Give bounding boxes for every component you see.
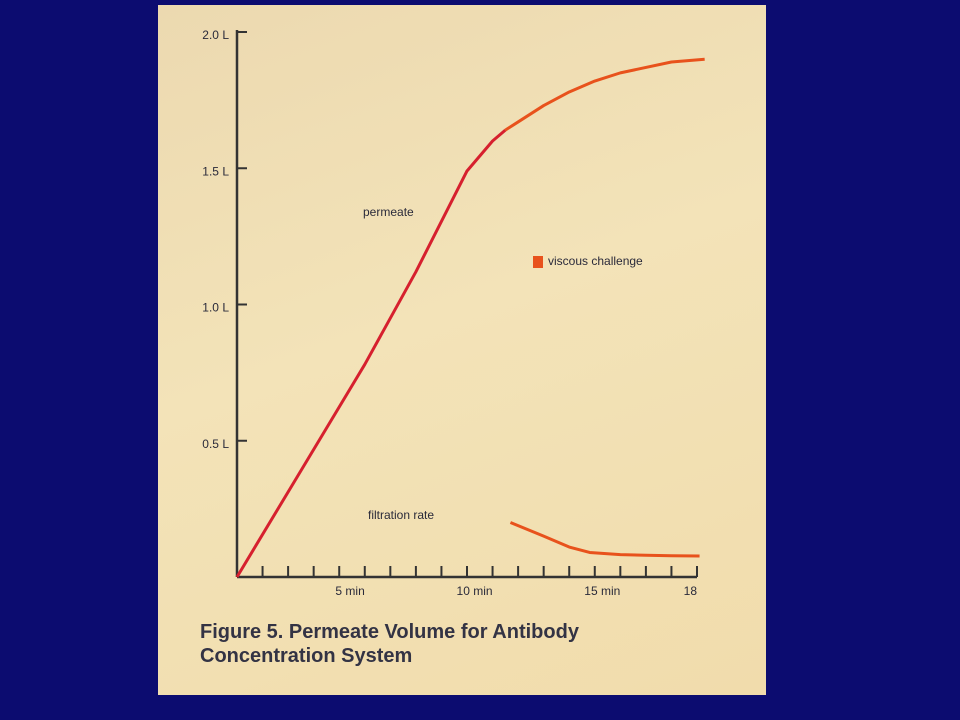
x-tick-label: 15 min bbox=[584, 584, 620, 598]
line bbox=[509, 521, 700, 558]
series-label: permeate bbox=[363, 205, 414, 219]
y-tick-label: 2.0 L bbox=[202, 28, 229, 42]
chart-title: Figure 5. Permeate Volume for Antibody C… bbox=[200, 621, 579, 667]
legend-swatch bbox=[533, 256, 543, 268]
x-tick-label: 10 min bbox=[457, 584, 493, 598]
y-tick-label: 1.0 L bbox=[202, 301, 229, 315]
legend-label: viscous challenge bbox=[548, 254, 643, 268]
series-label: filtration rate bbox=[368, 508, 434, 522]
line bbox=[504, 57, 705, 132]
y-tick-label: 0.5 L bbox=[202, 437, 229, 451]
paper bbox=[158, 5, 766, 695]
y-tick-label: 1.5 L bbox=[202, 164, 229, 178]
line bbox=[235, 128, 507, 578]
x-tick-label: 5 min bbox=[335, 584, 364, 598]
x-tick-label: 18 bbox=[684, 584, 698, 598]
